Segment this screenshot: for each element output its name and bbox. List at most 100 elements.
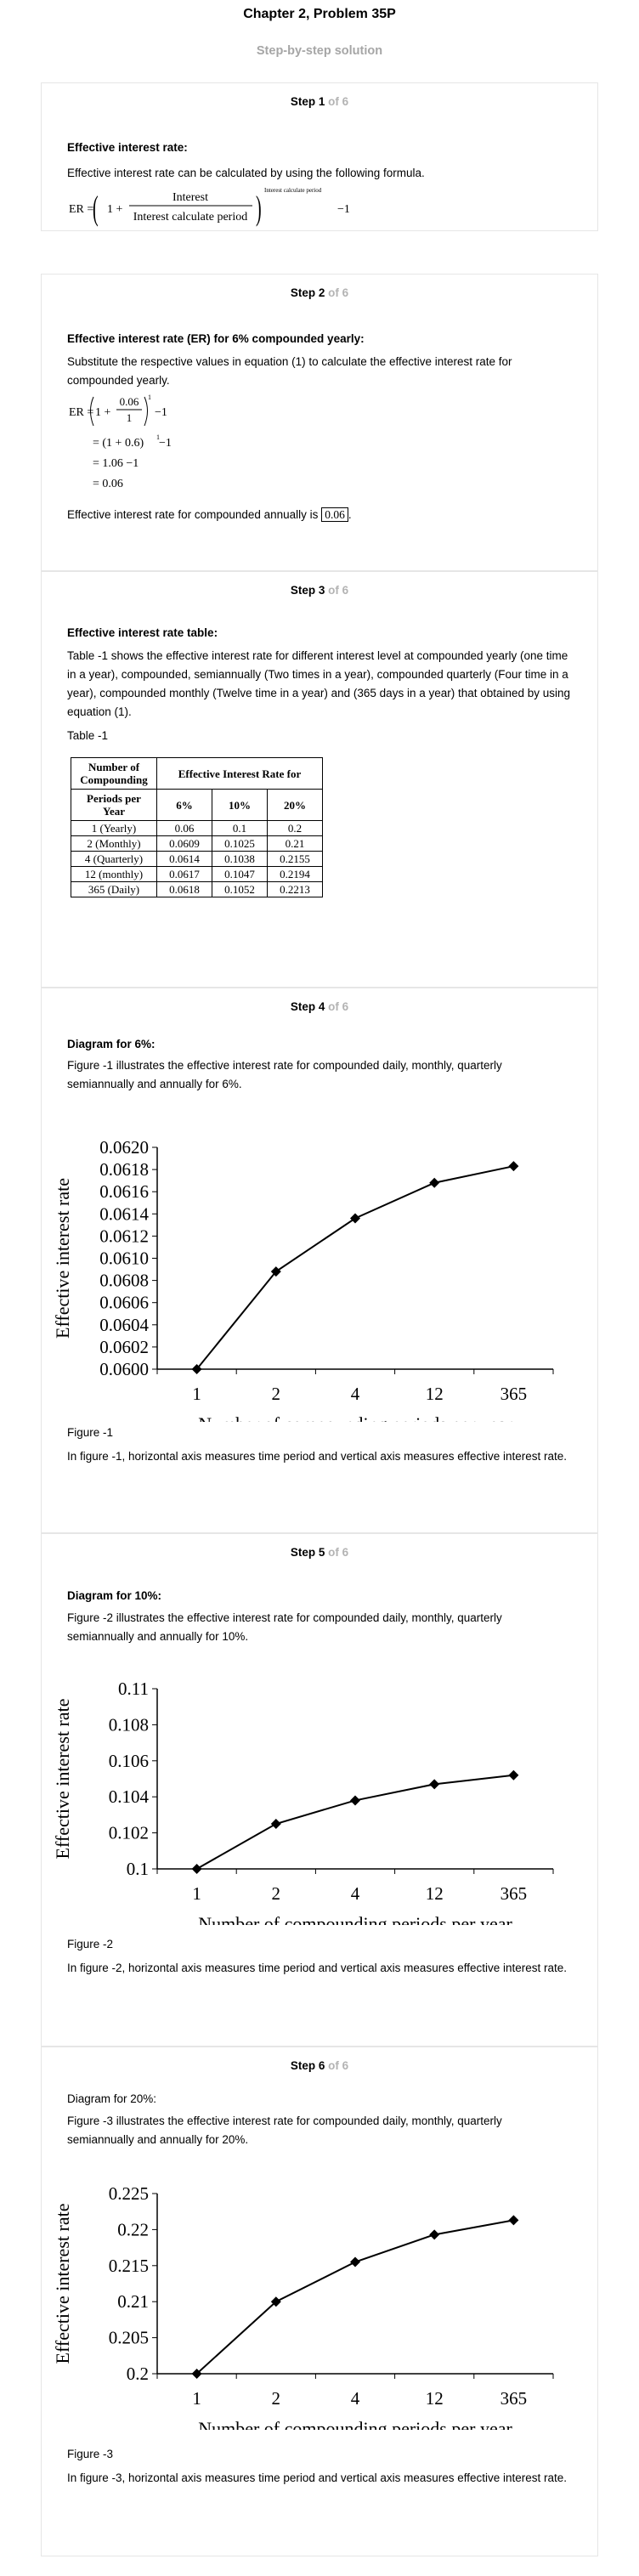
y-axis-title: Effective interest rate — [52, 1178, 73, 1339]
y-tick-label: 0.11 — [118, 1679, 149, 1699]
table-cell: 4 (Quarterly) — [71, 851, 157, 867]
calc-line-3: = 1.06 −1 — [93, 457, 139, 470]
table-cell: 0.1025 — [212, 835, 268, 852]
figure-caption: In figure -1, horizontal axis measures t… — [67, 1450, 568, 1463]
x-tick-label: 12 — [426, 1883, 444, 1904]
step-4-header: Step 4 of 6 — [42, 1000, 597, 1013]
step-3-card: Step 3 of 6 Effective interest rate tabl… — [41, 571, 598, 988]
result-value-box: 0.06 — [321, 507, 348, 522]
y-tick-label: 0.0618 — [99, 1159, 149, 1180]
calc-denominator: 1 — [127, 411, 133, 424]
y-axis-title: Effective interest rate — [52, 2204, 73, 2364]
step-6-heading: Diagram for 20%: — [67, 2092, 157, 2105]
data-point-marker — [350, 1213, 360, 1224]
step-6-intro: Figure -3 illustrates the effective inte… — [67, 2115, 502, 2146]
formula-close-paren: ) — [256, 190, 262, 227]
y-tick-label: 0.102 — [109, 1823, 149, 1843]
table-cell: 2 (Monthly) — [71, 835, 157, 852]
step-number: 2 — [318, 286, 325, 299]
effective-interest-table: Number of Compounding Effective Interest… — [71, 757, 323, 897]
step-of-total: of 6 — [328, 1000, 349, 1013]
y-tick-label: 0.205 — [109, 2328, 149, 2348]
formula-denominator: Interest calculate period — [133, 211, 247, 224]
y-tick-label: 0.0600 — [99, 1359, 149, 1379]
x-tick-label: 4 — [351, 1883, 360, 1904]
figure-label: Figure -3 — [67, 2448, 114, 2460]
y-tick-label: 0.0608 — [99, 1271, 149, 1291]
x-axis-title: Number of compounding periods per year — [198, 1413, 512, 1422]
figure-label: Figure -2 — [67, 1938, 114, 1950]
step-number: 4 — [318, 1000, 325, 1013]
step-4-intro: Figure -1 illustrates the effective inte… — [67, 1059, 502, 1090]
table-row: 1 (Yearly) 0.06 0.1 0.2 — [71, 820, 323, 836]
er-calculation: ER = 1 + 0.06 1 1 −1 = (1 + 0.6) 1 −1 = … — [69, 393, 172, 490]
table-cell: 0.1052 — [212, 881, 268, 897]
x-tick-label: 4 — [351, 1384, 360, 1404]
step-label: Step — [290, 286, 316, 299]
data-point-marker — [270, 1266, 281, 1277]
table-cell: 0.1038 — [212, 851, 268, 867]
x-tick-label: 365 — [500, 1883, 528, 1904]
y-tick-label: 0.21 — [117, 2291, 149, 2312]
table-col-20: 20% — [267, 789, 323, 821]
table-cell: 365 (Daily) — [71, 881, 157, 897]
effective-interest-formula: ER = ( 1 + Interest Interest calculate p… — [69, 187, 350, 227]
table-row: 365 (Daily) 0.0618 0.1052 0.2213 — [71, 881, 323, 897]
page-subtitle: Step-by-step solution — [256, 44, 383, 58]
y-axis-title: Effective interest rate — [52, 1699, 73, 1860]
x-axis-title: Number of compounding periods per year — [198, 2418, 512, 2430]
step-5-heading: Diagram for 10%: — [67, 1589, 162, 1602]
table-cell: 0.0614 — [156, 851, 212, 867]
step-of-total: of 6 — [328, 584, 349, 597]
step-2-header: Step 2 of 6 — [42, 286, 597, 299]
y-tick-label: 0.225 — [109, 2183, 149, 2204]
calc-exponent: 1 — [148, 393, 151, 401]
data-point-marker — [350, 1795, 360, 1806]
step-2-heading: Effective interest rate (ER) for 6% comp… — [67, 332, 365, 345]
formula-open-paren: ( — [93, 190, 99, 227]
step-of-total: of 6 — [328, 2059, 349, 2072]
y-tick-label: 0.2 — [127, 2364, 149, 2384]
figure-caption: In figure -2, horizontal axis measures t… — [67, 1962, 568, 1974]
step-6-header: Step 6 of 6 — [42, 2059, 597, 2072]
step-1-header: Step 1 of 6 — [42, 95, 597, 108]
data-point-marker — [508, 1769, 519, 1781]
calc-minus-one: −1 — [155, 406, 167, 419]
table-cell: 12 (monthly) — [71, 866, 157, 882]
y-tick-label: 0.0602 — [99, 1337, 149, 1357]
x-tick-label: 12 — [426, 2388, 444, 2409]
x-tick-label: 1 — [192, 2388, 201, 2409]
formula-lhs: ER = — [69, 203, 93, 216]
step-number: 1 — [318, 95, 325, 108]
calc-line-2-exp: 1 — [156, 433, 160, 441]
x-tick-label: 2 — [272, 2388, 281, 2409]
y-tick-label: 0.1 — [127, 1859, 149, 1879]
table-cell: 0.0617 — [156, 866, 212, 882]
data-point-marker — [191, 2369, 202, 2379]
calc-open-paren — [90, 396, 94, 427]
y-tick-label: 0.0612 — [99, 1226, 149, 1246]
formula-exponent: Interest calculate period — [264, 187, 322, 194]
calc-close-paren — [144, 396, 148, 427]
data-point-marker — [429, 1779, 440, 1790]
calc-line-2: = (1 + 0.6) — [93, 437, 144, 450]
step-3-header: Step 3 of 6 — [42, 584, 597, 597]
calc-one-plus: 1 + — [95, 406, 111, 419]
step-3-intro: Table -1 shows the effective interest ra… — [67, 649, 571, 718]
y-tick-label: 0.0606 — [99, 1293, 149, 1313]
table-cell: 1 (Yearly) — [71, 820, 157, 836]
step-number: 3 — [318, 584, 325, 597]
y-tick-label: 0.215 — [109, 2256, 149, 2276]
calc-line-4: = 0.06 — [93, 478, 123, 490]
series-line — [195, 1165, 514, 1370]
step-4-card: Step 4 of 6 Diagram for 6%: Figure -1 il… — [41, 988, 598, 1533]
y-tick-label: 0.108 — [109, 1714, 149, 1735]
x-tick-label: 1 — [192, 1883, 201, 1904]
step-label: Step — [290, 95, 316, 108]
y-tick-label: 0.106 — [109, 1751, 149, 1771]
figure-caption: In figure -3, horizontal axis measures t… — [67, 2471, 568, 2484]
y-tick-label: 0.0614 — [99, 1203, 149, 1224]
table-cell: 0.0609 — [156, 835, 212, 852]
step-2-intro: Substitute the respective values in equa… — [67, 355, 512, 387]
